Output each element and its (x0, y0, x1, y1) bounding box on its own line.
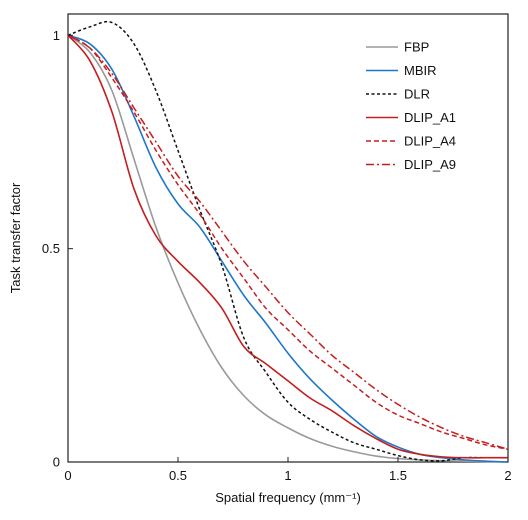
x-tick-label: 1.5 (389, 468, 407, 483)
y-tick-label: 1 (53, 28, 60, 43)
series-line-mbir (67, 34, 509, 463)
legend-label: DLR (404, 87, 430, 102)
x-axis-title: Spatial frequency (mm⁻¹) (215, 490, 361, 505)
legend: FBP MBIR DLR DLIP_A1 DLIP_A4 DLIP_A9 (366, 40, 456, 172)
plot-border (67, 13, 509, 463)
plot-area (67, 13, 509, 463)
series-line-dlr (67, 20, 508, 462)
y-axis-title: Task transfer factor (8, 182, 23, 293)
series-layer (67, 20, 509, 463)
series-line-fbp (67, 34, 509, 463)
ticks-layer: 0 0.5 1 1.5 2 0 0.5 1 (42, 28, 512, 483)
legend-label: MBIR (404, 63, 437, 78)
legend-label: DLIP_A4 (404, 134, 456, 149)
series-line-dlip-a4 (67, 34, 509, 450)
x-tick-label: 2 (504, 468, 511, 483)
legend-label: DLIP_A9 (404, 157, 456, 172)
legend-label: FBP (404, 40, 429, 55)
x-tick-label: 0 (64, 468, 71, 483)
y-tick-label: 0 (53, 455, 60, 470)
x-tick-label: 0.5 (169, 468, 187, 483)
legend-label: DLIP_A1 (404, 110, 456, 125)
y-tick-label: 0.5 (42, 241, 60, 256)
series-line-dlip-a1 (67, 34, 508, 459)
series-line-dlip-a9 (67, 34, 509, 450)
x-tick-label: 1 (284, 468, 291, 483)
